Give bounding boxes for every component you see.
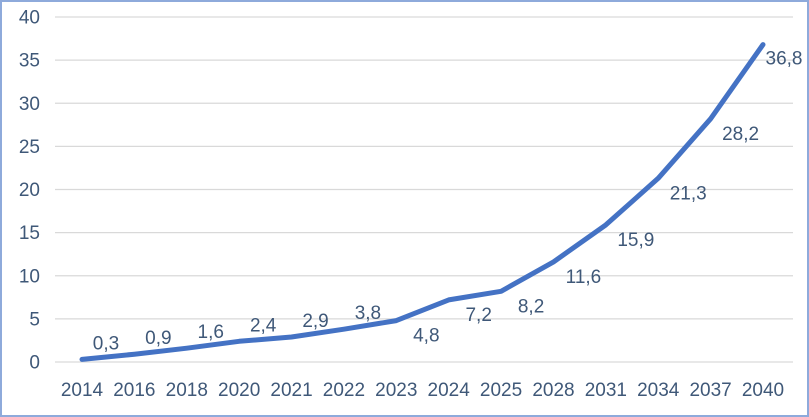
- data-label: 11,6: [566, 267, 602, 288]
- data-label: 0,3: [93, 333, 119, 354]
- x-tick-label: 2020: [218, 380, 260, 401]
- x-tick-label: 2023: [375, 380, 417, 401]
- data-label: 15,9: [617, 230, 654, 251]
- data-label: 2,9: [302, 311, 328, 332]
- y-tick-label: 30: [19, 94, 40, 115]
- y-tick-label: 15: [19, 223, 40, 244]
- data-label: 3,8: [355, 303, 381, 324]
- x-tick-label: 2016: [113, 380, 155, 401]
- x-tick-label: 2034: [637, 380, 680, 401]
- y-axis-labels: 0 5 10 15 20 25 30 35 40: [19, 8, 40, 374]
- y-tick-label: 35: [19, 51, 40, 72]
- data-label: 7,2: [465, 305, 491, 326]
- x-tick-label: 2037: [689, 380, 731, 401]
- data-label: 28,2: [722, 124, 759, 145]
- x-tick-label: 2024: [428, 380, 471, 401]
- y-tick-label: 0: [29, 353, 40, 374]
- x-tick-label: 2031: [585, 380, 627, 401]
- x-tick-label: 2021: [270, 380, 312, 401]
- y-tick-label: 25: [19, 137, 40, 158]
- x-tick-label: 2014: [61, 380, 104, 401]
- data-label: 21,3: [670, 183, 707, 204]
- data-label: 36,8: [766, 49, 803, 70]
- data-labels: 0,3 0,9 1,6 2,4 2,9 3,8 4,8 7,2 8,2 11,6 15,9 21,3 2…: [93, 49, 803, 355]
- data-label: 8,2: [518, 296, 544, 317]
- data-label: 2,4: [250, 315, 277, 336]
- x-axis-labels: 2014 2016 2018 2020 2021 2022 2023 2024 2025 2028…: [61, 380, 784, 401]
- x-tick-label: 2025: [480, 380, 522, 401]
- data-label: 4,8: [413, 326, 439, 347]
- data-label: 1,6: [198, 322, 224, 343]
- x-tick-label: 2040: [742, 380, 784, 401]
- y-tick-label: 10: [19, 266, 40, 287]
- y-tick-label: 40: [19, 8, 40, 29]
- x-tick-label: 2022: [323, 380, 365, 401]
- data-label: 0,9: [145, 328, 171, 349]
- gridlines: [55, 16, 793, 363]
- x-tick-label: 2028: [532, 380, 574, 401]
- y-tick-label: 20: [19, 180, 40, 201]
- y-tick-label: 5: [29, 309, 40, 330]
- x-tick-label: 2018: [166, 380, 208, 401]
- series-line: [79, 42, 766, 362]
